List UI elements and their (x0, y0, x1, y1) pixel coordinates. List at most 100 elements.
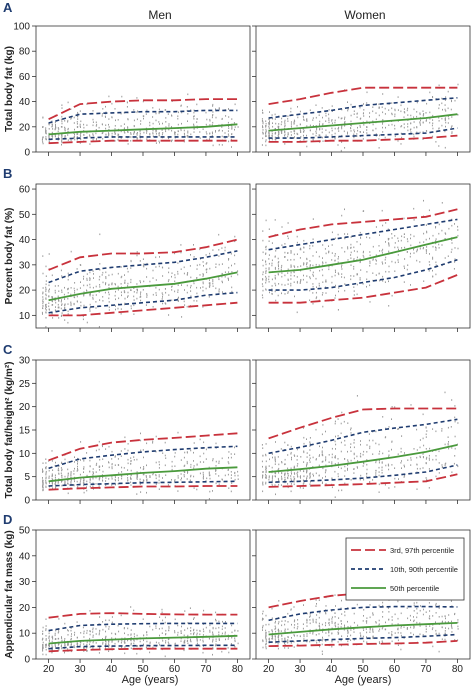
data-point (133, 313, 135, 315)
data-point (290, 107, 292, 110)
panel-letter-B: B (3, 166, 12, 181)
data-point (400, 451, 402, 453)
data-point (58, 630, 60, 633)
data-point (378, 138, 380, 140)
data-point (306, 257, 308, 260)
data-point (277, 477, 279, 480)
data-point (178, 296, 179, 299)
data-point (296, 448, 298, 451)
data-point (375, 263, 377, 265)
data-point (274, 622, 276, 624)
data-point (353, 129, 355, 131)
data-point (199, 263, 201, 266)
data-point (161, 611, 163, 614)
data-point (422, 413, 424, 416)
data-point (334, 269, 336, 272)
data-point (375, 622, 377, 624)
data-point (60, 126, 62, 128)
data-point (338, 632, 340, 634)
data-point (57, 482, 59, 484)
data-point (287, 118, 289, 120)
data-point (89, 308, 91, 310)
data-point (422, 121, 424, 124)
data-point (290, 278, 292, 280)
data-point (410, 284, 411, 286)
data-point (426, 246, 428, 248)
data-point (416, 488, 418, 490)
data-point (359, 118, 361, 120)
data-point (187, 642, 189, 645)
data-point (322, 123, 324, 125)
data-point (54, 289, 56, 292)
data-point (432, 245, 434, 248)
data-point (117, 483, 119, 485)
data-point (127, 449, 129, 452)
data-point (287, 272, 289, 274)
data-point (457, 225, 459, 228)
data-point (181, 284, 182, 286)
data-point (67, 321, 69, 324)
data-point (76, 121, 78, 123)
data-point (70, 635, 72, 638)
data-point (331, 456, 333, 459)
data-point (108, 643, 110, 645)
data-point (353, 631, 355, 633)
data-point (73, 302, 75, 305)
data-point (328, 109, 330, 111)
data-point (297, 106, 298, 108)
data-point (287, 259, 289, 261)
data-point (322, 446, 323, 449)
data-point (164, 128, 166, 131)
data-point (234, 103, 236, 106)
data-point (215, 470, 216, 472)
data-point (432, 428, 434, 430)
data-point (262, 289, 264, 292)
data-point (162, 122, 163, 125)
data-point (372, 636, 374, 638)
data-point (356, 283, 358, 286)
data-point (130, 460, 132, 462)
data-point (451, 100, 452, 103)
data-point (126, 267, 128, 270)
data-point (146, 138, 148, 140)
data-point (102, 281, 104, 284)
data-point (145, 304, 147, 306)
data-point (162, 452, 164, 454)
legend-label: 3rd, 97th percentile (390, 546, 454, 555)
data-point (193, 123, 195, 126)
data-point (322, 467, 324, 470)
data-point (334, 274, 336, 277)
data-point (432, 135, 434, 138)
data-point (105, 277, 107, 280)
data-point (70, 644, 72, 646)
data-point (321, 482, 323, 484)
data-point (296, 235, 298, 238)
y-tick-label: 60 (19, 72, 31, 83)
data-point (224, 631, 226, 634)
data-point (347, 620, 348, 623)
data-point (388, 109, 390, 111)
data-point (203, 452, 205, 455)
data-point (265, 135, 267, 138)
data-point (265, 646, 267, 648)
data-point (375, 260, 377, 262)
data-point (142, 618, 144, 620)
data-point (325, 120, 327, 122)
data-point (174, 133, 176, 136)
data-point (328, 634, 330, 637)
data-point (372, 258, 374, 260)
data-point (140, 299, 142, 302)
data-point (212, 121, 214, 124)
percentile-10-line-women (268, 633, 458, 643)
data-point (425, 448, 427, 450)
data-point (284, 458, 286, 461)
data-point (180, 637, 182, 640)
data-point (45, 290, 47, 293)
data-point (366, 459, 368, 461)
data-point (275, 493, 276, 496)
data-point (341, 276, 343, 278)
data-point (316, 642, 318, 644)
data-point (42, 313, 43, 315)
data-point (328, 461, 330, 463)
data-point (117, 285, 119, 288)
